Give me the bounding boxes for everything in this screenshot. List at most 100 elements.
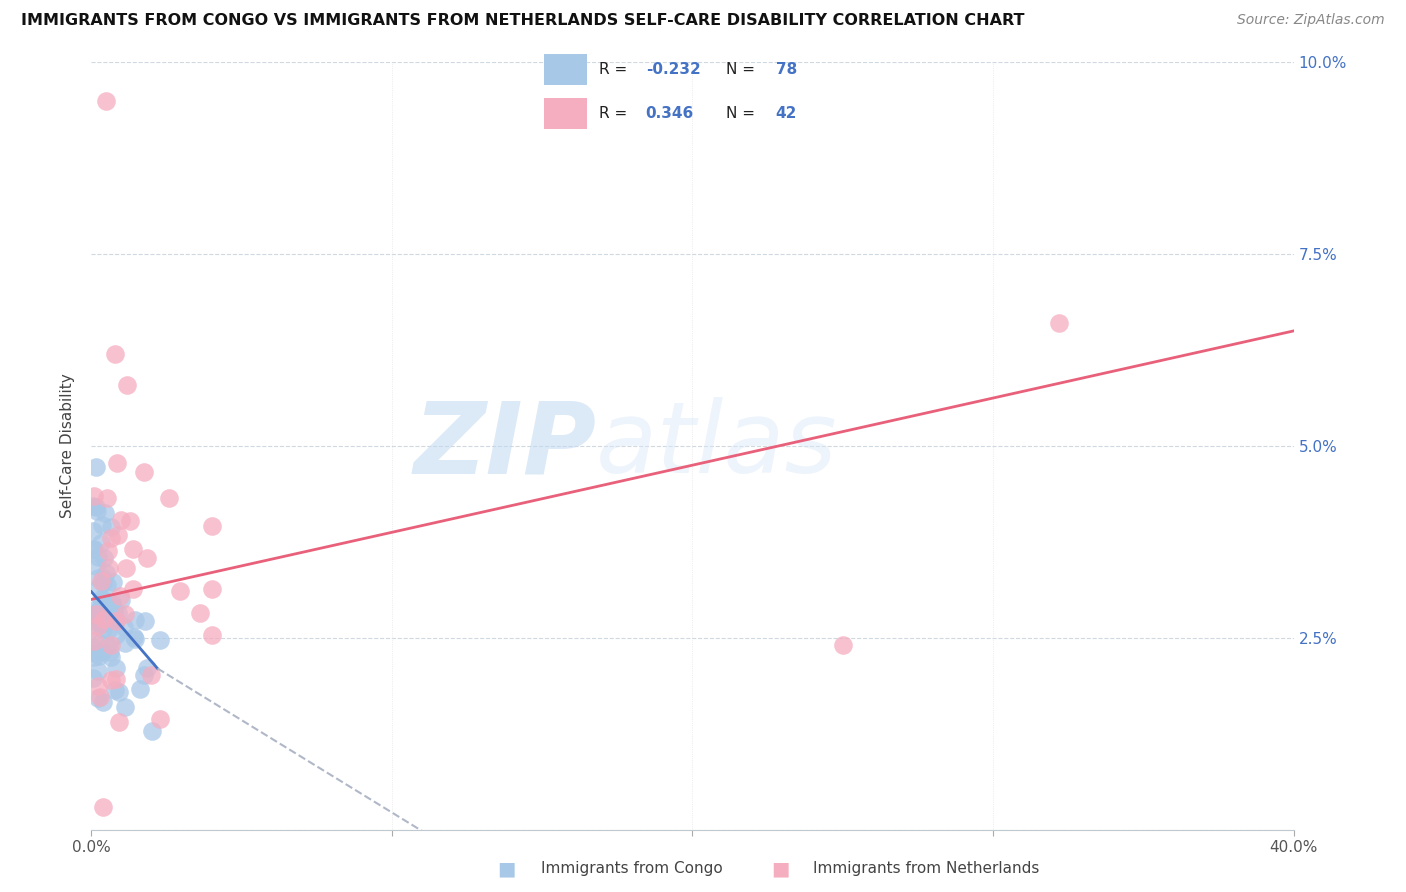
Point bbox=[112, 620, 135, 634]
Point bbox=[83, 649, 105, 664]
Point bbox=[149, 712, 172, 726]
Text: IMMIGRANTS FROM CONGO VS IMMIGRANTS FROM NETHERLANDS SELF-CARE DISABILITY CORREL: IMMIGRANTS FROM CONGO VS IMMIGRANTS FROM… bbox=[21, 13, 1025, 29]
Point bbox=[100, 531, 122, 545]
Point bbox=[124, 613, 146, 627]
Point bbox=[96, 491, 118, 505]
Point bbox=[89, 690, 111, 705]
Point bbox=[107, 685, 129, 699]
Text: 42: 42 bbox=[776, 106, 797, 121]
Point bbox=[100, 638, 122, 652]
Point bbox=[82, 524, 104, 538]
Point bbox=[90, 610, 112, 624]
Point bbox=[136, 661, 159, 675]
Point bbox=[201, 628, 224, 642]
Point bbox=[122, 542, 145, 557]
Point bbox=[122, 582, 145, 596]
Point bbox=[100, 649, 122, 664]
Text: Immigrants from Congo: Immigrants from Congo bbox=[541, 862, 723, 876]
Point bbox=[83, 607, 105, 621]
Point bbox=[93, 592, 115, 607]
Point bbox=[89, 608, 111, 623]
Point bbox=[104, 614, 127, 628]
Point bbox=[101, 597, 124, 611]
Point bbox=[91, 622, 114, 636]
Point bbox=[82, 542, 104, 557]
Point bbox=[107, 606, 129, 620]
Point bbox=[134, 614, 156, 628]
Point bbox=[86, 550, 108, 565]
Point bbox=[100, 520, 122, 534]
Point bbox=[134, 465, 156, 479]
Point bbox=[83, 541, 105, 556]
Point bbox=[118, 514, 141, 528]
Text: N =: N = bbox=[725, 106, 759, 121]
Point bbox=[114, 607, 136, 621]
Point bbox=[114, 636, 136, 650]
Text: ■: ■ bbox=[770, 859, 790, 879]
Point bbox=[97, 639, 120, 653]
Point bbox=[93, 612, 115, 626]
Point bbox=[91, 611, 114, 625]
Point bbox=[97, 561, 120, 575]
Point bbox=[188, 606, 211, 620]
Point bbox=[94, 600, 117, 615]
Point bbox=[101, 574, 124, 589]
Point bbox=[104, 347, 127, 361]
Point bbox=[89, 581, 111, 595]
Point bbox=[84, 559, 107, 574]
Point bbox=[87, 679, 110, 693]
Point bbox=[90, 616, 112, 631]
Point bbox=[84, 602, 107, 616]
Point bbox=[97, 623, 120, 637]
Point bbox=[87, 648, 110, 663]
Point bbox=[93, 799, 115, 814]
Point bbox=[96, 578, 118, 592]
Point bbox=[103, 603, 125, 617]
Text: ZIP: ZIP bbox=[413, 398, 596, 494]
Point bbox=[149, 632, 172, 647]
Point bbox=[201, 519, 224, 533]
Point bbox=[132, 668, 155, 682]
Point bbox=[84, 500, 107, 515]
Point bbox=[82, 671, 104, 685]
Point bbox=[86, 503, 108, 517]
Point bbox=[94, 566, 117, 581]
Point bbox=[93, 571, 115, 585]
Point bbox=[82, 607, 104, 622]
Point bbox=[91, 695, 114, 709]
Text: -0.232: -0.232 bbox=[645, 62, 700, 77]
Point bbox=[90, 591, 112, 606]
Point bbox=[124, 632, 146, 646]
Text: R =: R = bbox=[599, 106, 637, 121]
Point bbox=[103, 683, 125, 698]
Point bbox=[90, 535, 112, 549]
Point bbox=[94, 616, 117, 631]
Point bbox=[90, 574, 112, 588]
Point bbox=[86, 615, 108, 630]
Point bbox=[90, 614, 112, 628]
Point bbox=[139, 668, 162, 682]
Point bbox=[104, 613, 127, 627]
Point bbox=[84, 459, 107, 474]
Point bbox=[103, 611, 125, 625]
Point bbox=[831, 639, 853, 653]
Text: Immigrants from Netherlands: Immigrants from Netherlands bbox=[813, 862, 1039, 876]
Point bbox=[93, 506, 115, 520]
Point bbox=[122, 630, 145, 644]
Bar bbox=[544, 54, 586, 85]
Point bbox=[157, 491, 180, 505]
Point bbox=[96, 94, 118, 108]
Y-axis label: Self-Care Disability: Self-Care Disability bbox=[60, 374, 76, 518]
Point bbox=[108, 589, 131, 603]
Bar bbox=[544, 98, 586, 129]
Point bbox=[89, 600, 111, 615]
Point bbox=[93, 551, 115, 566]
Point bbox=[104, 672, 127, 686]
Point bbox=[82, 640, 104, 654]
Point bbox=[108, 714, 131, 729]
Point bbox=[100, 673, 122, 688]
Point bbox=[105, 628, 128, 642]
Point bbox=[83, 489, 105, 503]
Text: 78: 78 bbox=[776, 62, 797, 77]
Point bbox=[91, 518, 114, 533]
